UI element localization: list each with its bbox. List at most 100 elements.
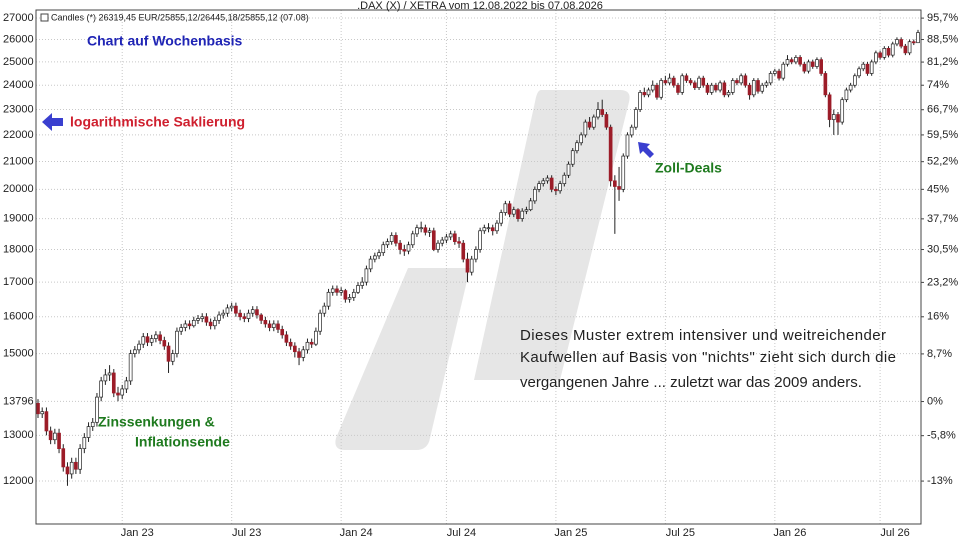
- candle-body: [415, 227, 419, 235]
- candle-body: [242, 316, 247, 319]
- arrow: [638, 142, 654, 158]
- candle-body: [646, 89, 651, 96]
- candle-body: [351, 291, 356, 298]
- candle-body: [431, 230, 436, 250]
- candle-body: [831, 114, 836, 120]
- candle-body: [133, 349, 137, 354]
- watermark-right: [474, 90, 630, 380]
- candle-body: [373, 255, 377, 260]
- y-tick-label: 13796: [3, 395, 34, 407]
- y-tick-label: 13000: [3, 429, 34, 441]
- candle-body: [524, 209, 529, 212]
- candle-body: [406, 244, 411, 252]
- candle-body: [545, 177, 550, 182]
- candle-body: [634, 109, 638, 128]
- candle-body: [697, 77, 701, 88]
- x-tick-label: Jul 23: [232, 527, 261, 539]
- candle-body: [583, 121, 588, 136]
- candle-body: [760, 84, 765, 92]
- candle-body: [486, 227, 491, 230]
- candle-body: [819, 59, 823, 74]
- candle-body: [789, 59, 794, 63]
- candle-body: [53, 432, 57, 441]
- candle-body: [587, 121, 592, 128]
- candle-body: [314, 330, 318, 345]
- candle-body: [347, 297, 352, 300]
- candle-body: [714, 84, 718, 91]
- candle-body: [36, 402, 40, 415]
- candle-body: [343, 290, 348, 300]
- candle-body: [558, 183, 562, 192]
- candle-body: [166, 345, 171, 362]
- candle-body: [844, 89, 849, 101]
- candle-body: [453, 233, 457, 242]
- candle-body: [777, 70, 781, 79]
- candle-body: [490, 227, 495, 232]
- y-tick-label: 19000: [3, 213, 34, 225]
- candle-body: [82, 437, 87, 450]
- candle-body: [507, 203, 512, 215]
- candle-body: [250, 309, 255, 314]
- candle-body: [718, 82, 722, 91]
- candle-body: [221, 312, 226, 316]
- candle-body: [229, 305, 234, 309]
- candle-body: [722, 82, 727, 96]
- candle-body: [853, 75, 857, 86]
- candle-body: [141, 336, 146, 345]
- comment-line: Kaufwellen auf Basis von "nichts" zieht …: [520, 349, 896, 366]
- candle-body: [684, 75, 689, 81]
- y-tick-label: 17000: [3, 276, 34, 288]
- watermark: [335, 90, 630, 450]
- candle-body: [591, 116, 596, 128]
- candle-body: [575, 142, 579, 152]
- x-tick-label: Jan 24: [340, 527, 373, 539]
- candle-body: [882, 48, 887, 58]
- candle-body: [903, 45, 908, 54]
- candle-body: [596, 109, 600, 118]
- candle-body: [183, 323, 188, 328]
- candle-body: [836, 114, 840, 123]
- candle-body: [735, 80, 739, 84]
- candle-body: [655, 84, 659, 98]
- candle-body: [516, 209, 520, 219]
- candle-body: [890, 43, 895, 56]
- candle-body: [170, 353, 175, 362]
- candle-body: [886, 48, 891, 56]
- candle-body: [680, 75, 685, 93]
- y-tick-label: 26000: [3, 33, 34, 45]
- candle-body: [747, 84, 752, 96]
- candle-body: [402, 249, 407, 252]
- candle-body: [600, 109, 605, 115]
- y2-tick-label: 45%: [927, 183, 949, 195]
- legend-swatch: [40, 13, 49, 22]
- candle-body: [267, 323, 272, 328]
- candle-body: [128, 353, 133, 382]
- x-tick-label: Jul 25: [666, 527, 695, 539]
- grid: [36, 10, 921, 524]
- candle-body: [339, 290, 343, 293]
- candle-body: [482, 227, 487, 232]
- candle-body: [95, 396, 99, 423]
- annotation: logarithmische Saklierung: [70, 114, 245, 130]
- candle-body: [107, 372, 112, 376]
- candle-body: [276, 323, 280, 330]
- y2-tick-label: 0%: [927, 395, 943, 407]
- candle-body: [158, 334, 162, 341]
- candle-body: [869, 61, 874, 74]
- candle-body: [617, 186, 621, 190]
- candle-body: [234, 305, 238, 314]
- y-tick-label: 25000: [3, 56, 34, 68]
- candle-body: [827, 94, 832, 120]
- candle-body: [840, 99, 845, 123]
- candle-body: [874, 52, 878, 63]
- candle-body: [191, 319, 196, 327]
- candle-body: [423, 227, 428, 233]
- y-tick-label: 22000: [3, 129, 34, 141]
- candle-body: [40, 411, 45, 415]
- candle-body: [642, 92, 647, 96]
- candle-body: [916, 32, 920, 44]
- candle-body: [693, 82, 697, 88]
- candle-body: [579, 134, 583, 144]
- candle-body: [217, 314, 221, 321]
- candle-body: [726, 92, 731, 96]
